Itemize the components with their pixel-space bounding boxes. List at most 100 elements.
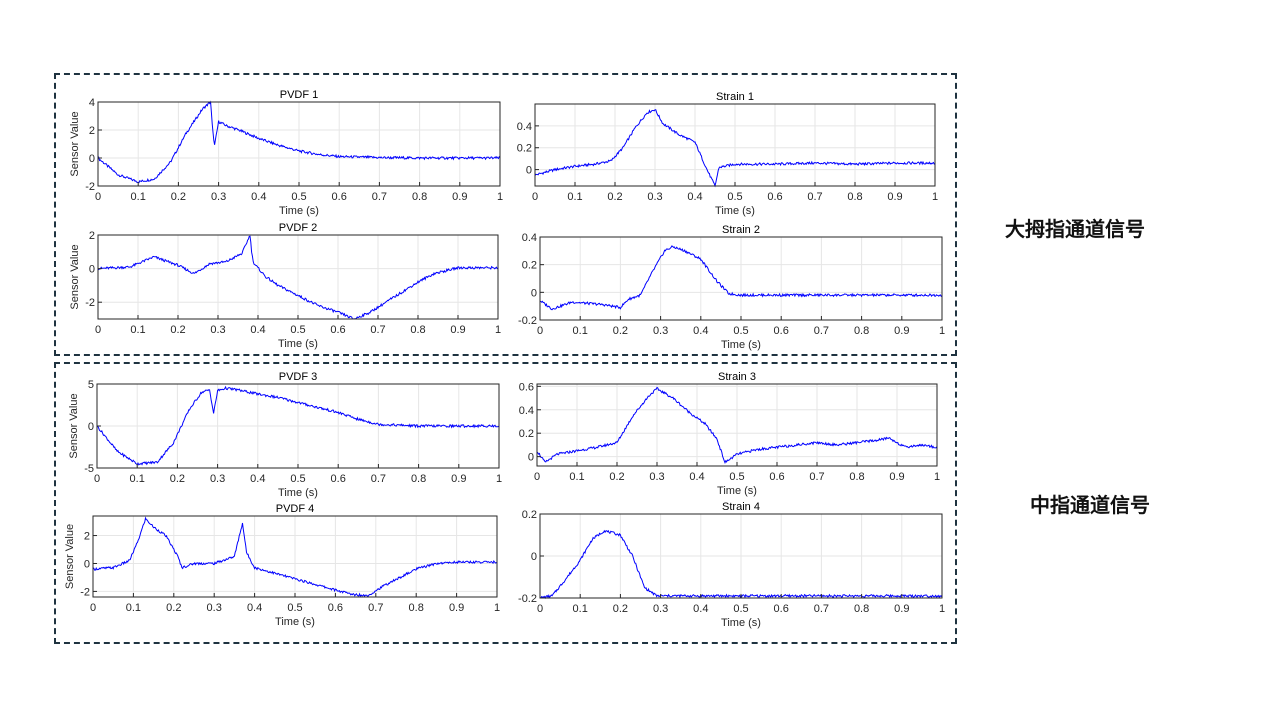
x-tick-label: 0.8 — [411, 473, 426, 485]
x-tick-label: 0.3 — [653, 325, 668, 337]
series-line — [539, 245, 943, 311]
x-tick-label: 0.2 — [613, 603, 628, 615]
x-tick-label: 0.6 — [328, 602, 343, 614]
x-tick-label: 0.3 — [210, 473, 225, 485]
x-tick-label: 0.5 — [733, 325, 748, 337]
y-tick-label: 0.2 — [522, 260, 537, 272]
y-tick-label: 0 — [88, 421, 94, 433]
y-tick-label: 0 — [531, 551, 537, 563]
x-tick-label: 0.9 — [894, 325, 909, 337]
x-tick-label: 0.5 — [729, 471, 744, 483]
x-tick-label: 0.1 — [126, 602, 141, 614]
x-tick-label: 0.9 — [449, 602, 464, 614]
x-tick-label: 1 — [934, 471, 940, 483]
y-axis-label: Sensor Value — [69, 244, 81, 309]
y-tick-label: -0.2 — [518, 315, 537, 327]
x-tick-label: 0.9 — [887, 191, 902, 203]
x-axis-label: Time (s) — [278, 338, 318, 350]
x-tick-label: 0.2 — [171, 191, 186, 203]
x-axis-label: Time (s) — [721, 339, 761, 351]
x-tick-label: 0.7 — [372, 191, 387, 203]
x-tick-label: 0.8 — [409, 602, 424, 614]
series-line — [97, 100, 501, 184]
middle-finger-group-label: 中指通道信号 — [1030, 493, 1150, 517]
x-tick-label: 1 — [497, 191, 503, 203]
x-tick-label: 0.1 — [131, 191, 146, 203]
x-tick-label: 0 — [90, 602, 96, 614]
y-tick-label: 2 — [89, 230, 95, 242]
y-tick-label: 0 — [89, 264, 95, 276]
series-line — [97, 235, 499, 320]
y-tick-label: -2 — [85, 181, 95, 193]
x-tick-label: 0 — [94, 473, 100, 485]
y-axis-label: Sensor Value — [68, 393, 80, 458]
x-tick-label: 0.3 — [653, 603, 668, 615]
x-tick-label: 1 — [494, 602, 500, 614]
x-tick-label: 0.7 — [807, 191, 822, 203]
x-tick-label: 0.6 — [774, 603, 789, 615]
x-tick-label: 0.3 — [649, 471, 664, 483]
x-tick-label: 0.1 — [569, 471, 584, 483]
x-tick-label: 0.4 — [693, 603, 708, 615]
x-tick-label: 0.4 — [693, 325, 708, 337]
x-tick-label: 1 — [932, 191, 938, 203]
x-tick-label: 0.1 — [573, 603, 588, 615]
x-tick-label: 0.4 — [251, 191, 266, 203]
chart-title: PVDF 3 — [279, 371, 318, 383]
x-tick-label: 0.1 — [130, 473, 145, 485]
thumb-group-label: 大拇指通道信号 — [1005, 217, 1145, 241]
x-tick-label: 0.1 — [130, 324, 145, 336]
x-tick-label: 0.6 — [767, 191, 782, 203]
y-tick-label: 0.4 — [517, 121, 532, 133]
x-tick-label: 0.5 — [733, 603, 748, 615]
y-tick-label: -0.2 — [518, 593, 537, 605]
y-tick-label: -2 — [80, 586, 90, 598]
y-tick-label: 2 — [89, 125, 95, 137]
x-tick-label: 0.9 — [450, 324, 465, 336]
x-tick-label: 0.4 — [250, 324, 265, 336]
thumb-group-box — [54, 73, 957, 356]
y-tick-label: 4 — [89, 97, 95, 109]
y-axis-label: Sensor Value — [69, 111, 81, 176]
x-tick-label: 0 — [537, 325, 543, 337]
chart-3: 0 0.1 0.2 0.3 0.4 0.5 0.6 0.7 0.8 0.9 1-0.200.20.4… — [518, 224, 945, 351]
x-tick-label: 0.8 — [847, 191, 862, 203]
x-tick-label: 0.2 — [609, 471, 624, 483]
y-tick-label: 0 — [84, 558, 90, 570]
y-tick-label: 0.4 — [519, 405, 534, 417]
x-tick-label: 0 — [95, 191, 101, 203]
chart-5: 0 0.1 0.2 0.3 0.4 0.5 0.6 0.7 0.8 0.9 1 0 0.2 0.4 0.6 S… — [519, 371, 940, 497]
x-tick-label: 0.2 — [613, 325, 628, 337]
chart-title: PVDF 2 — [279, 222, 318, 234]
x-axis-label: Time (s) — [715, 205, 755, 217]
x-tick-label: 0.6 — [769, 471, 784, 483]
x-tick-label: 0.3 — [211, 191, 226, 203]
x-tick-label: 0.9 — [894, 603, 909, 615]
series-line — [96, 385, 500, 466]
x-tick-label: 0.2 — [607, 191, 622, 203]
x-tick-label: 0.2 — [166, 602, 181, 614]
y-tick-label: 0.2 — [522, 509, 537, 521]
y-tick-label: 0.6 — [519, 381, 534, 393]
x-tick-label: 0.4 — [689, 471, 704, 483]
x-tick-label: 0.4 — [247, 602, 262, 614]
x-tick-label: 0.1 — [567, 191, 582, 203]
y-tick-label: 5 — [88, 379, 94, 391]
x-tick-label: 0.8 — [854, 603, 869, 615]
x-tick-label: 0.6 — [332, 191, 347, 203]
x-tick-label: 0 — [95, 324, 101, 336]
x-tick-label: 0.7 — [368, 602, 383, 614]
y-tick-label: -2 — [85, 297, 95, 309]
y-tick-label: 0.2 — [517, 143, 532, 155]
x-tick-label: 0.7 — [814, 603, 829, 615]
x-tick-label: 0.5 — [727, 191, 742, 203]
x-tick-label: 0.5 — [291, 191, 306, 203]
x-tick-label: 0.7 — [809, 471, 824, 483]
x-tick-label: 1 — [939, 325, 945, 337]
x-axis-label: Time (s) — [275, 616, 315, 628]
chart-title: Strain 4 — [722, 501, 760, 513]
x-tick-label: 0.1 — [573, 325, 588, 337]
